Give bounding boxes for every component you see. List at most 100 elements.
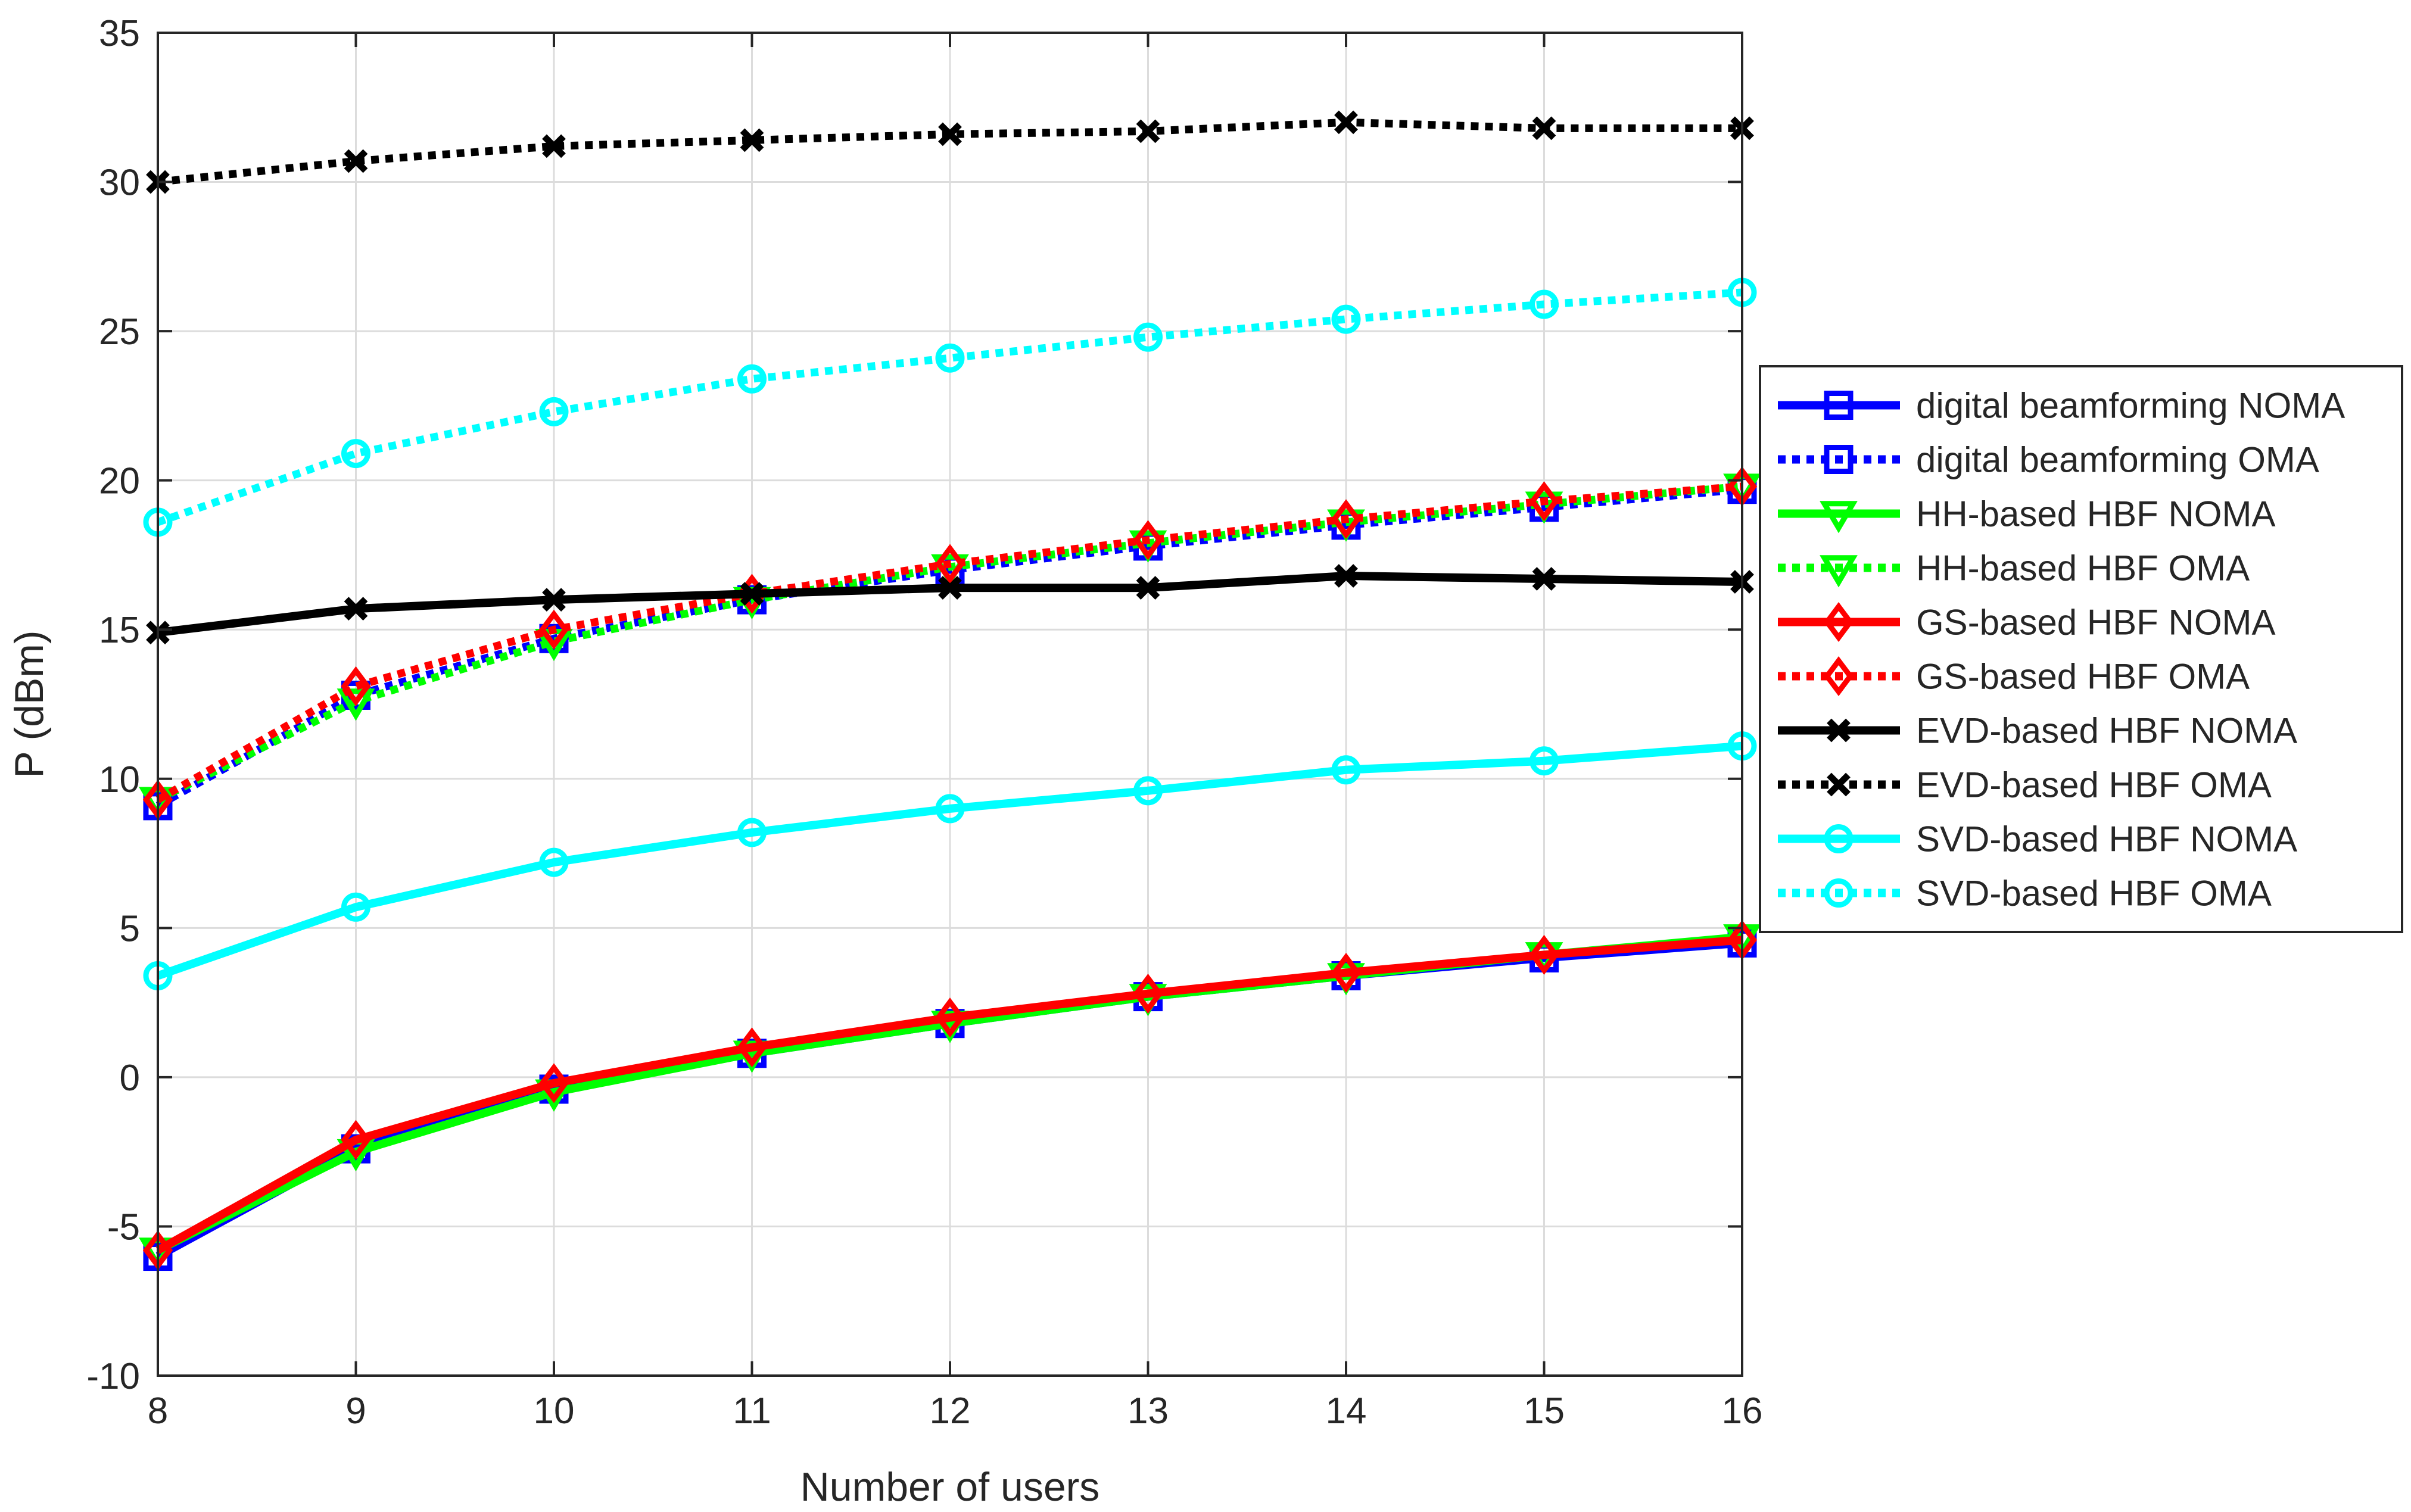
- legend-item: EVD-based HBF OMA: [1778, 765, 2272, 805]
- legend-label: HH-based HBF NOMA: [1916, 494, 2275, 534]
- data-point: [539, 847, 569, 877]
- data-point: [539, 397, 569, 426]
- data-point: [737, 818, 767, 847]
- data-point: [341, 666, 371, 706]
- y-tick-label: 0: [120, 1058, 140, 1099]
- data-point: [1331, 304, 1361, 334]
- legend-label: GS-based HBF OMA: [1916, 657, 2250, 697]
- x-tick-label: 10: [534, 1391, 575, 1432]
- series-line: [157, 118, 1742, 186]
- data-point: [1133, 322, 1163, 352]
- series-line: [155, 482, 1743, 803]
- y-tick-label: 5: [120, 908, 140, 949]
- data-point: [1331, 953, 1362, 993]
- x-tick-label: 14: [1326, 1391, 1367, 1432]
- data-point: [344, 149, 368, 173]
- data-point: [1334, 564, 1358, 588]
- data-point: [542, 588, 566, 612]
- data-point: [737, 364, 767, 394]
- legend: digital beamforming NOMA digital beamform…: [1759, 365, 2403, 933]
- series-svd-based-hbf-oma: [143, 278, 1757, 537]
- data-point: [938, 122, 962, 146]
- legend-marker: [1823, 602, 1854, 642]
- legend-label: digital beamforming OMA: [1916, 440, 2319, 480]
- legend-item: EVD-based HBF NOMA: [1778, 711, 2297, 751]
- x-tick-label: 16: [1722, 1391, 1763, 1432]
- data-point: [740, 582, 764, 606]
- legend-label: SVD-based HBF NOMA: [1916, 819, 2297, 859]
- y-tick-label: 15: [99, 610, 140, 651]
- x-tick-label: 8: [148, 1391, 168, 1432]
- legend-item: SVD-based HBF OMA: [1778, 874, 2272, 914]
- data-point: [935, 544, 965, 584]
- data-point: [542, 134, 566, 158]
- y-tick-label: -10: [86, 1356, 140, 1397]
- legend-label: EVD-based HBF OMA: [1916, 765, 2272, 805]
- series-evd-based-hbf-noma: [146, 564, 1754, 645]
- data-point: [1532, 116, 1556, 141]
- legend-label: HH-based HBF OMA: [1916, 548, 2250, 588]
- y-tick-label: 30: [99, 163, 140, 204]
- data-point: [337, 688, 375, 721]
- x-tick-label: 12: [930, 1391, 971, 1432]
- legend-label: EVD-based HBF NOMA: [1916, 711, 2297, 751]
- legend-item: GS-based HBF OMA: [1778, 656, 2250, 697]
- x-tick-label: 15: [1524, 1391, 1565, 1432]
- legend-marker: [1824, 878, 1854, 908]
- data-point: [344, 597, 368, 621]
- data-point: [1334, 110, 1358, 135]
- data-point: [935, 343, 965, 373]
- data-point: [1133, 974, 1163, 1014]
- data-point: [341, 1120, 371, 1160]
- data-point: [935, 794, 965, 824]
- x-tick-label: 13: [1127, 1391, 1169, 1432]
- data-point: [1136, 119, 1160, 144]
- x-tick-label: 9: [345, 1391, 366, 1432]
- legend-marker: [1824, 391, 1854, 420]
- data-point: [938, 576, 962, 600]
- y-tick-label: 10: [99, 759, 140, 800]
- legend-item: digital beamforming OMA: [1778, 440, 2319, 480]
- legend-marker: [1827, 772, 1851, 797]
- legend-item: GS-based HBF NOMA: [1778, 602, 2276, 643]
- y-tick-label: 25: [99, 311, 140, 353]
- legend-item: SVD-based HBF NOMA: [1778, 819, 2297, 859]
- legend-marker: [1823, 656, 1854, 696]
- x-tick-label: 11: [733, 1391, 771, 1432]
- series-gs-based-hbf-noma: [142, 919, 1758, 1271]
- data-point: [538, 609, 569, 650]
- data-point: [1136, 576, 1160, 600]
- legend-item: HH-based HBF OMA: [1778, 548, 2250, 588]
- data-point: [341, 439, 370, 469]
- legend-label: GS-based HBF NOMA: [1916, 603, 2276, 643]
- series-line: [155, 936, 1743, 1254]
- data-point: [1529, 934, 1559, 975]
- data-point: [1133, 520, 1163, 560]
- data-point: [740, 128, 764, 152]
- legend-label: digital beamforming NOMA: [1916, 386, 2345, 426]
- series-line: [156, 288, 1743, 526]
- series-group: [139, 110, 1761, 1271]
- legend-item: HH-based HBF NOMA: [1778, 494, 2275, 534]
- data-point: [1530, 289, 1559, 319]
- series-line: [156, 741, 1743, 980]
- data-point: [737, 1027, 767, 1068]
- legend-marker: [1827, 718, 1851, 743]
- data-point: [341, 892, 370, 922]
- data-point: [538, 1063, 569, 1103]
- data-point: [1532, 567, 1556, 591]
- data-point: [1331, 755, 1361, 785]
- legend-marker: [1820, 555, 1858, 588]
- data-point: [1530, 746, 1559, 776]
- legend-marker: [1824, 445, 1854, 474]
- y-tick-label: -5: [107, 1207, 140, 1248]
- legend-marker: [1820, 501, 1858, 534]
- data-point: [1529, 481, 1559, 522]
- axis-ticks: 8 9 10 11 12 13 14 15 16 -10 -5 0 5 10 15 20 25 30 35: [86, 13, 1762, 1432]
- legend-marker: [1824, 824, 1854, 853]
- y-axis-title: P (dBm): [7, 630, 52, 778]
- data-point: [1331, 499, 1362, 540]
- x-axis-title: Number of users: [800, 1464, 1100, 1510]
- data-point: [935, 997, 965, 1038]
